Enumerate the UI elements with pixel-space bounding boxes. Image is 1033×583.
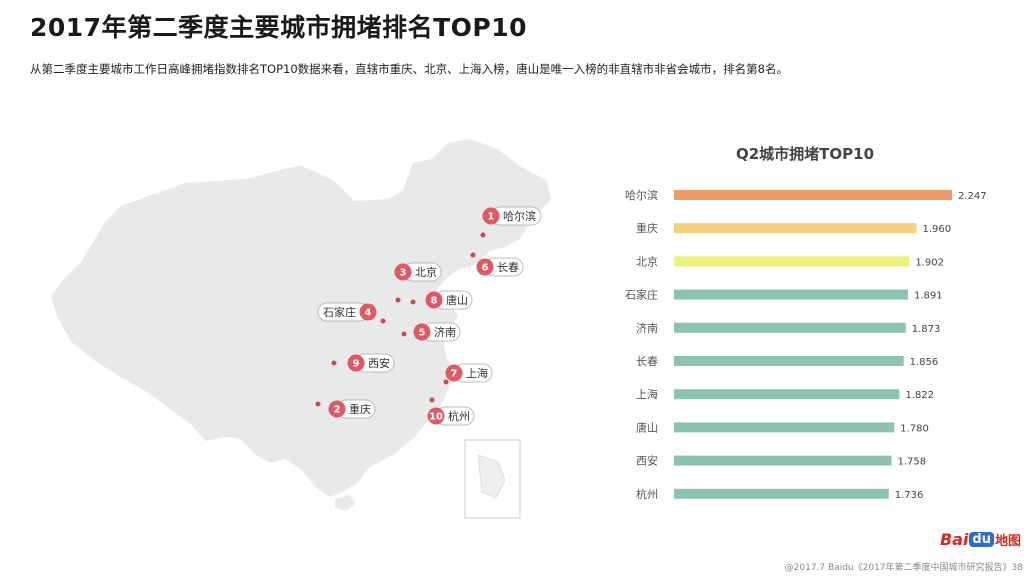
- baidu-paw-icon: du: [969, 532, 994, 547]
- bar-category-label: 石家庄: [625, 288, 658, 302]
- bar-category-label: 重庆: [636, 221, 658, 235]
- map-marker: 3 北京: [394, 262, 442, 303]
- city-name: 西安: [368, 356, 390, 370]
- bar-value-label: 1.960: [922, 224, 951, 235]
- rank-number: 5: [419, 328, 426, 339]
- city-name: 长春: [497, 261, 519, 274]
- rank-number: 1: [488, 212, 495, 223]
- city-dot: [443, 379, 449, 385]
- rank-number: 9: [353, 359, 360, 370]
- source-footer: @2017.7 Baidu《2017年第二季度中国城市研究报告》38: [784, 563, 1023, 573]
- bar-value-label: 1.902: [915, 257, 944, 268]
- bar-category-label: 西安: [636, 454, 658, 468]
- map-marker: 7 上海: [443, 363, 493, 385]
- city-name: 石家庄: [323, 305, 356, 319]
- rank-number: 7: [451, 369, 458, 380]
- bar-category-label: 北京: [636, 254, 658, 268]
- bar: [674, 488, 889, 499]
- page-subtitle: 从第二季度主要城市工作日高峰拥堵指数排名TOP10数据来看，直辖市重庆、北京、上…: [30, 62, 788, 76]
- bar-value-label: 1.873: [912, 324, 941, 335]
- map-marker: 2 重庆: [315, 399, 376, 419]
- city-dot: [480, 232, 486, 238]
- map-marker: 9 西安: [331, 353, 395, 373]
- city-name: 上海: [466, 366, 488, 380]
- bar-category-label: 杭州: [636, 487, 658, 501]
- china-map: 1 哈尔滨 2 重庆 3 北京 4 石家庄 5 济南 6 长春 7 上海 8 唐山 9 西安 10 杭州: [48, 136, 554, 519]
- rank-number: 4: [365, 308, 372, 319]
- rank-number: 8: [431, 296, 438, 307]
- rank-badge: [328, 400, 346, 418]
- bar-category-label: 哈尔滨: [625, 188, 658, 202]
- rank-badge: [482, 207, 500, 225]
- congestion-bar-chart: 哈尔滨 2.247 重庆 1.960 北京 1.902 石家庄 1.891 济南 1.873 长春 1…: [625, 188, 987, 501]
- rank-badge: [359, 303, 377, 321]
- bar-category-label: 济南: [636, 321, 658, 335]
- bar: [674, 289, 908, 300]
- bar-value-label: 2.247: [958, 191, 987, 202]
- rank-badge: [476, 258, 494, 276]
- map-marker: 5 济南: [401, 322, 461, 342]
- hainan-island: [333, 493, 357, 513]
- bar-category-label: 唐山: [636, 420, 658, 434]
- rank-number: 2: [334, 405, 341, 416]
- bar: [674, 223, 917, 234]
- city-name: 杭州: [448, 409, 470, 423]
- city-dot: [380, 318, 386, 324]
- bar-value-label: 1.822: [905, 390, 934, 401]
- bar-value-label: 1.891: [914, 291, 943, 302]
- bar: [674, 389, 900, 400]
- south-sea-islands: [477, 454, 506, 499]
- rank-badge: [425, 291, 443, 309]
- rank-number: 6: [482, 263, 489, 274]
- map-marker: 6 长春: [470, 252, 524, 277]
- bar-category-label: 上海: [636, 387, 658, 401]
- bar-category-label: 长春: [636, 355, 658, 368]
- bar: [674, 455, 892, 466]
- rank-badge: [347, 354, 365, 372]
- city-name: 唐山: [446, 293, 468, 307]
- bar: [674, 256, 910, 267]
- bar: [674, 356, 904, 366]
- city-name: 济南: [434, 325, 456, 339]
- page-title: 2017年第二季度主要城市拥堵排名TOP10: [30, 13, 527, 42]
- bar: [674, 422, 895, 433]
- bar-value-label: 1.736: [895, 490, 924, 501]
- chart-title: Q2城市拥堵TOP10: [735, 145, 875, 163]
- bar-value-label: 1.856: [910, 357, 939, 368]
- city-name: 北京: [415, 265, 437, 279]
- rank-badge: [427, 407, 445, 425]
- bar: [674, 190, 952, 200]
- rank-badge: [394, 263, 412, 281]
- city-dot: [315, 401, 321, 407]
- rank-number: 3: [400, 268, 407, 279]
- map-marker: 8 唐山: [410, 290, 473, 310]
- rank-badge: [445, 364, 463, 382]
- city-dot: [401, 331, 407, 337]
- city-name: 重庆: [349, 402, 371, 416]
- map-marker: 1 哈尔滨: [480, 206, 542, 238]
- map-marker: 4 石家庄: [317, 302, 386, 324]
- city-dot: [331, 360, 337, 366]
- rank-badge: [413, 323, 431, 341]
- baidu-map-logo: Bai du 地图: [939, 530, 1021, 549]
- map-marker: 10 杭州: [427, 397, 475, 426]
- bar-value-label: 1.758: [898, 457, 927, 468]
- city-dot: [410, 299, 416, 305]
- city-dot: [470, 252, 476, 258]
- bar: [674, 322, 906, 333]
- bar-value-label: 1.780: [900, 423, 929, 434]
- city-name: 哈尔滨: [503, 209, 536, 223]
- rank-number: 10: [429, 412, 443, 423]
- city-dot: [429, 397, 435, 403]
- city-dot: [395, 297, 401, 303]
